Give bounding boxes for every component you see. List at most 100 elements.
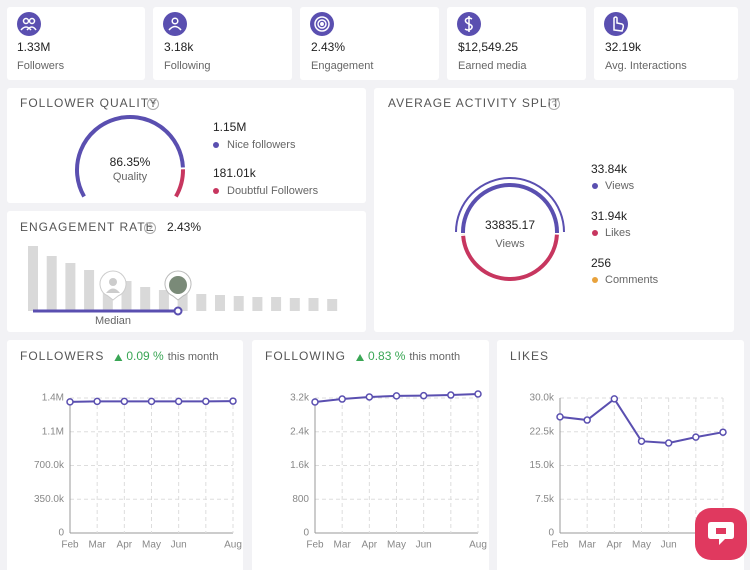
icon-glyphs: [20, 16, 625, 32]
change-value: 0.83 %: [368, 349, 406, 363]
point: [229, 397, 237, 405]
change-caption: this month: [409, 351, 460, 363]
point: [174, 397, 183, 406]
glyph: [613, 16, 625, 32]
donut-segment: [461, 234, 559, 281]
histogram-bar: [177, 293, 188, 311]
point: [338, 395, 346, 403]
stat-card: [7, 7, 145, 80]
x-tick-label: Aug: [469, 540, 487, 551]
histogram-bar: [289, 298, 300, 311]
pin-glyph: [106, 288, 120, 293]
y-tick-label: 0: [548, 528, 554, 539]
quality-card: [7, 88, 366, 203]
x-tick-label: Feb: [551, 540, 569, 551]
section-title: AVERAGE ACTIVITY SPLIT: [388, 96, 560, 110]
x-tick-label: Apr: [607, 540, 623, 551]
x-tick-label: Feb: [306, 540, 324, 551]
histogram-bar: [271, 297, 282, 311]
chart-title: FOLLOWING: [265, 349, 346, 363]
engagement-value: 2.43%: [167, 220, 201, 234]
histogram-bar: [121, 281, 132, 311]
range-end: [173, 306, 183, 316]
y-tick-label: 350.0k: [34, 494, 65, 505]
stat-value: 3.18k: [164, 40, 194, 54]
glyph: [320, 22, 324, 26]
glyph: [317, 19, 327, 29]
x-tick-label: Mar: [334, 540, 352, 551]
stat-label: Following: [164, 60, 210, 72]
stat-label: Engagement: [311, 60, 373, 72]
histogram-bar: [308, 298, 319, 311]
legend-dot: [213, 142, 219, 148]
legend-label: Doubtful Followers: [227, 185, 319, 197]
point: [583, 416, 591, 424]
change-value: 0.09 %: [126, 349, 164, 363]
legend-value: 31.94k: [591, 209, 628, 223]
gauge: [75, 115, 185, 198]
help-glyph: [551, 100, 557, 106]
help-icon[interactable]: [548, 98, 560, 110]
x-tick-label: Apr: [362, 540, 378, 551]
histogram-bar: [196, 294, 207, 311]
histogram-bar: [28, 246, 38, 311]
y-tick-label: 0: [58, 528, 64, 539]
change-arrow: [114, 354, 123, 361]
stat-value: 32.19k: [605, 40, 642, 54]
histogram-bar: [46, 256, 57, 311]
activity-card: [374, 88, 734, 332]
help-circle: [144, 222, 156, 234]
point: [392, 392, 401, 400]
x-tick-label: Jun: [171, 540, 187, 551]
donut-segment: [461, 183, 559, 234]
stat-label: Followers: [17, 60, 65, 72]
y-tick-label: 700.0k: [34, 460, 65, 471]
legend-label: Comments: [605, 274, 659, 286]
change-arrow: [356, 354, 365, 361]
stat-card: [153, 7, 292, 80]
y-tick-label: 3.2k: [290, 393, 310, 404]
histogram-bar: [327, 299, 338, 311]
histogram-bar: [233, 296, 244, 311]
glyph: [22, 17, 30, 25]
chart-title: FOLLOWERS: [20, 349, 104, 363]
point: [120, 397, 129, 406]
glyph: [171, 17, 179, 25]
point: [365, 393, 374, 401]
stat-label: Earned media: [458, 60, 527, 72]
chart-card: [252, 340, 489, 570]
point: [419, 391, 428, 400]
y-tick-label: 1.1M: [42, 426, 64, 437]
x-tick-label: May: [142, 540, 161, 551]
stat-card: [594, 7, 738, 80]
point: [447, 391, 455, 399]
y-tick-label: 7.5k: [535, 494, 555, 505]
y-tick-label: 1.4M: [42, 393, 64, 404]
point: [610, 395, 619, 403]
legend: 33.84k Views 31.94k Likes 256 Comments: [591, 162, 659, 286]
chat-button[interactable]: [695, 508, 747, 560]
legend-label: Nice followers: [227, 139, 296, 151]
stat-value: 2.43%: [311, 40, 345, 54]
pin-glyph: [109, 278, 117, 286]
legend-value: 256: [591, 256, 611, 270]
legend-value: 33.84k: [591, 162, 628, 176]
help-circle: [548, 98, 560, 110]
x-tick-label: May: [632, 540, 651, 551]
donut-value: 33835.17: [485, 218, 535, 232]
point: [66, 398, 74, 406]
chart-title: LIKES: [510, 349, 549, 363]
stat-card: [300, 7, 439, 80]
point: [637, 437, 646, 445]
section-title: ENGAGEMENT RATE: [20, 220, 155, 234]
help-icon[interactable]: [147, 98, 159, 110]
help-icon[interactable]: [144, 222, 156, 234]
stat-value: $12,549.25: [458, 40, 518, 54]
x-tick-label: Apr: [117, 540, 133, 551]
point: [664, 439, 673, 447]
stat-label: Avg. Interactions: [605, 60, 687, 72]
icon-followers: [17, 12, 41, 36]
glyph: [168, 25, 182, 31]
y-tick-label: 22.5k: [530, 426, 555, 437]
median-label: Median: [95, 315, 131, 327]
